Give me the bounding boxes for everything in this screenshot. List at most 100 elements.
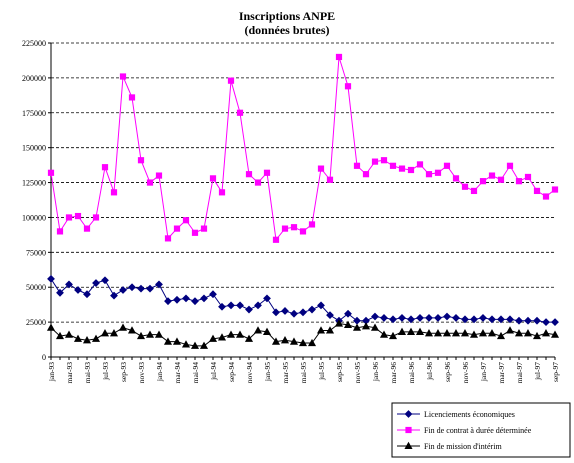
data-point — [47, 169, 55, 176]
x-tick-label: mar-94 — [173, 362, 182, 384]
legend-marker — [404, 410, 413, 418]
data-point — [371, 158, 379, 165]
data-point — [532, 331, 542, 340]
x-tick-label: jul-93 — [101, 362, 110, 381]
data-point — [127, 326, 137, 334]
x-tick-label: jan-93 — [47, 362, 56, 382]
data-point — [542, 193, 550, 200]
data-point — [109, 329, 119, 337]
data-point — [164, 235, 172, 242]
y-tick-label: 25000 — [26, 318, 46, 327]
data-point — [452, 175, 460, 182]
data-point — [65, 280, 73, 289]
y-tick-label: 50000 — [26, 283, 46, 292]
x-tick-label: mai-94 — [191, 362, 200, 383]
y-tick-label: 100000 — [22, 213, 46, 222]
data-point — [110, 189, 118, 196]
data-point — [362, 171, 370, 178]
y-tick-label: 200000 — [22, 74, 46, 83]
data-point — [541, 329, 551, 337]
data-point — [118, 323, 128, 331]
data-point — [74, 286, 82, 294]
data-point — [515, 178, 523, 185]
gridlines — [51, 42, 555, 323]
data-point — [370, 323, 380, 331]
x-tick-label: jan-97 — [479, 362, 488, 382]
x-tick-label: mar-96 — [389, 362, 398, 384]
data-point — [317, 301, 325, 310]
data-point — [470, 315, 478, 324]
data-point — [173, 295, 181, 304]
x-tick-label: jan-96 — [371, 362, 380, 382]
x-tick-label: nov-94 — [245, 362, 254, 383]
data-point — [451, 329, 461, 337]
data-point — [380, 157, 388, 164]
data-point — [326, 176, 334, 183]
data-point — [65, 214, 73, 221]
data-point — [344, 83, 352, 90]
x-tick-label: jul-95 — [317, 362, 326, 381]
data-point — [101, 164, 109, 171]
data-point — [73, 334, 83, 342]
data-point — [173, 225, 181, 232]
data-point — [199, 341, 209, 349]
data-point — [119, 73, 127, 80]
data-point — [236, 109, 244, 116]
data-point — [325, 326, 335, 334]
data-point — [389, 315, 397, 324]
data-point — [308, 305, 316, 314]
data-point — [434, 314, 442, 322]
data-point — [407, 315, 415, 324]
chart-subtitle: (données brutes) — [244, 23, 329, 37]
data-point — [155, 172, 163, 179]
data-point — [542, 318, 550, 327]
data-point — [46, 323, 56, 331]
data-point — [461, 315, 469, 324]
x-tick-label: mai-96 — [407, 362, 416, 383]
x-tick-label: jan-94 — [155, 362, 164, 382]
x-tick-label: nov-93 — [137, 362, 146, 383]
data-point — [515, 316, 523, 325]
data-point — [551, 318, 559, 327]
data-point — [191, 229, 199, 236]
series-1 — [47, 274, 559, 327]
data-point — [398, 314, 406, 322]
data-point — [182, 294, 190, 303]
x-tick-label: sep-97 — [551, 362, 560, 382]
data-point — [505, 326, 515, 334]
y-tick-labels: 0 25000 50000 75000 100000 125000 150000 175000… — [22, 39, 46, 362]
data-point — [182, 217, 190, 224]
data-point — [514, 329, 524, 337]
data-point — [227, 77, 235, 84]
series-3 — [46, 319, 560, 349]
data-point — [209, 175, 217, 182]
data-point — [227, 301, 235, 310]
legend-marker — [405, 426, 412, 434]
x-tick-label: nov-96 — [461, 362, 470, 383]
data-point — [101, 276, 109, 285]
data-point — [245, 171, 253, 178]
data-point — [334, 319, 344, 327]
y-tick-label: 125000 — [22, 179, 46, 188]
data-point — [218, 302, 226, 311]
data-point — [524, 316, 532, 325]
x-tick-label: sep-96 — [443, 362, 452, 382]
data-point — [154, 330, 164, 338]
data-point — [361, 322, 371, 330]
legend-item-1: Licenciements économiques — [397, 410, 515, 419]
data-point — [172, 337, 182, 345]
x-tick-label: jul-97 — [533, 362, 542, 381]
data-point — [335, 53, 343, 61]
data-point — [92, 214, 100, 221]
data-point — [470, 187, 478, 195]
data-point — [497, 176, 505, 183]
data-point — [145, 330, 155, 338]
data-point — [443, 162, 451, 169]
series — [46, 53, 560, 349]
data-point — [487, 329, 497, 337]
data-point — [110, 291, 118, 300]
data-point — [289, 337, 299, 345]
data-point — [551, 186, 559, 193]
data-point — [469, 330, 479, 338]
